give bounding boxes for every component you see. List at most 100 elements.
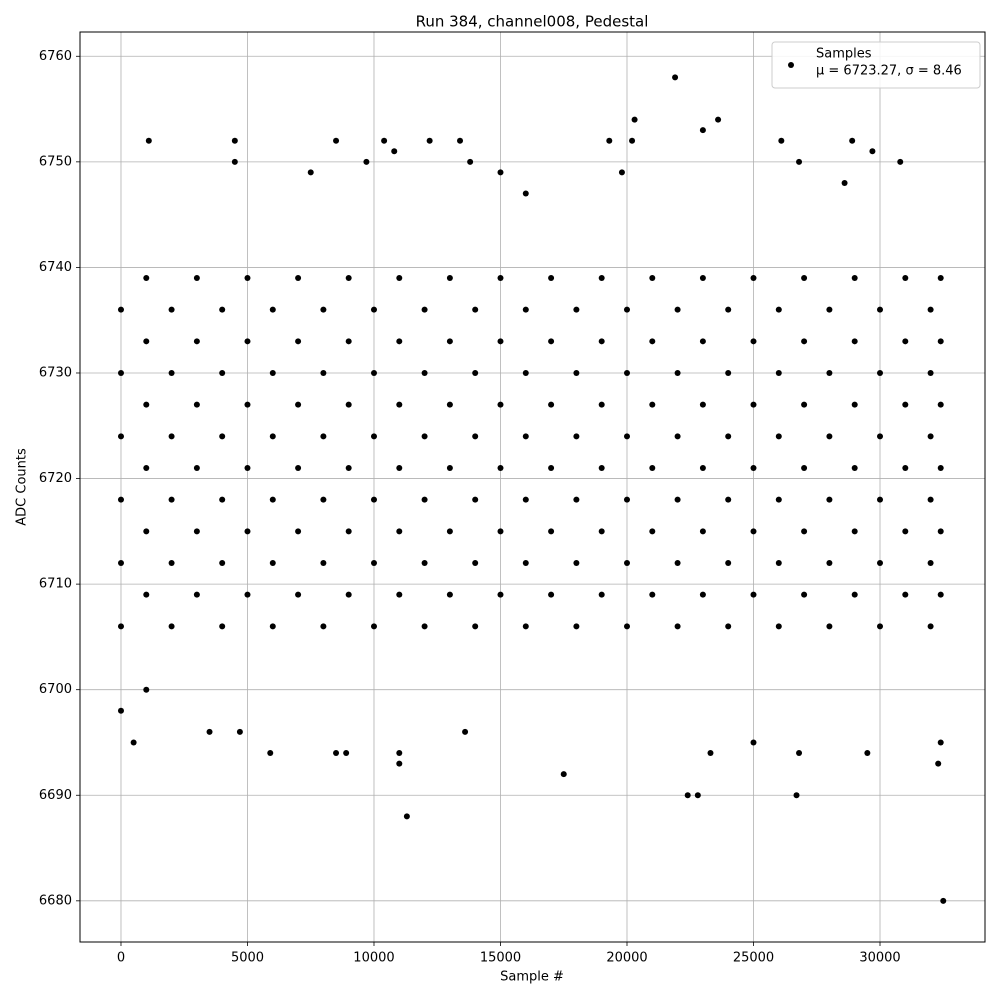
scatter-point xyxy=(725,433,732,440)
scatter-point xyxy=(267,750,274,757)
scatter-point xyxy=(446,338,453,345)
scatter-point xyxy=(877,623,884,630)
scatter-point xyxy=(775,433,782,440)
scatter-point xyxy=(307,169,314,176)
scatter-point xyxy=(168,560,175,567)
scatter-point xyxy=(396,338,403,345)
y-tick-label: 6680 xyxy=(39,893,72,908)
scatter-point xyxy=(699,591,706,598)
scatter-point xyxy=(750,401,757,408)
scatter-point xyxy=(403,813,410,820)
scatter-point xyxy=(193,401,200,408)
scatter-point xyxy=(522,190,529,197)
x-tick-label: 10000 xyxy=(353,951,394,966)
scatter-point xyxy=(320,433,327,440)
scatter-point xyxy=(937,338,944,345)
scatter-point xyxy=(725,560,732,567)
scatter-point xyxy=(244,401,251,408)
plot-frame xyxy=(79,31,986,943)
scatter-point xyxy=(573,306,580,313)
scatter-point xyxy=(497,591,504,598)
scatter-point xyxy=(117,369,124,376)
scatter-point xyxy=(396,528,403,535)
scatter-point xyxy=(219,369,226,376)
scatter-point xyxy=(674,623,681,630)
y-tick-label: 6750 xyxy=(39,154,72,169)
scatter-point xyxy=(391,148,398,155)
scatter-point xyxy=(927,560,934,567)
scatter-point xyxy=(598,401,605,408)
scatter-point xyxy=(219,306,226,313)
y-tick-label: 6710 xyxy=(39,577,72,592)
scatter-point xyxy=(320,369,327,376)
scatter-point xyxy=(497,274,504,281)
scatter-point xyxy=(598,528,605,535)
scatter-point xyxy=(796,158,803,165)
scatter-point xyxy=(168,623,175,630)
legend: Samples μ = 6723.27, σ = 8.46 xyxy=(771,41,981,89)
scatter-point xyxy=(775,496,782,503)
scatter-point xyxy=(902,274,909,281)
scatter-point xyxy=(631,116,638,123)
x-tick-label: 30000 xyxy=(859,951,900,966)
scatter-point xyxy=(548,464,555,471)
scatter-point xyxy=(269,496,276,503)
scatter-point xyxy=(623,623,630,630)
scatter-point xyxy=(244,528,251,535)
y-axis-label: ADC Counts xyxy=(15,448,30,526)
scatter-point xyxy=(497,464,504,471)
scatter-point xyxy=(446,274,453,281)
scatter-point xyxy=(598,464,605,471)
scatter-point xyxy=(707,750,714,757)
chart-title: Run 384, channel008, Pedestal xyxy=(416,13,649,31)
scatter-point xyxy=(897,158,904,165)
scatter-point xyxy=(548,591,555,598)
scatter-point xyxy=(446,528,453,535)
y-tick-label: 6690 xyxy=(39,788,72,803)
scatter-point xyxy=(699,401,706,408)
scatter-point xyxy=(801,591,808,598)
scatter-point xyxy=(877,560,884,567)
scatter-point xyxy=(629,137,636,144)
scatter-point xyxy=(497,169,504,176)
scatter-point xyxy=(295,401,302,408)
scatter-point xyxy=(193,274,200,281)
scatter-point xyxy=(472,433,479,440)
scatter-point xyxy=(674,306,681,313)
x-tick-label: 0 xyxy=(117,951,125,966)
scatter-point xyxy=(750,464,757,471)
scatter-point xyxy=(522,306,529,313)
scatter-point xyxy=(295,274,302,281)
scatter-point xyxy=(725,496,732,503)
scatter-point xyxy=(117,306,124,313)
scatter-point xyxy=(345,464,352,471)
scatter-point xyxy=(902,464,909,471)
scatter-point xyxy=(684,792,691,799)
scatter-point xyxy=(426,137,433,144)
scatter-point xyxy=(649,401,656,408)
scatter-point xyxy=(801,338,808,345)
scatter-point xyxy=(775,306,782,313)
scatter-point xyxy=(219,433,226,440)
scatter-point xyxy=(244,464,251,471)
scatter-point xyxy=(598,274,605,281)
scatter-point xyxy=(446,401,453,408)
scatter-point xyxy=(320,306,327,313)
scatter-point xyxy=(446,591,453,598)
scatter-point xyxy=(295,528,302,535)
scatter-point xyxy=(937,274,944,281)
scatter-point xyxy=(522,433,529,440)
x-tick-label: 25000 xyxy=(733,951,774,966)
scatter-point xyxy=(462,728,469,735)
scatter-point xyxy=(472,623,479,630)
scatter-point xyxy=(623,306,630,313)
scatter-point xyxy=(940,897,947,904)
x-axis-label: Sample # xyxy=(500,970,564,985)
scatter-point xyxy=(497,338,504,345)
scatter-point xyxy=(295,464,302,471)
scatter-point xyxy=(295,338,302,345)
scatter-point xyxy=(826,560,833,567)
scatter-point xyxy=(168,433,175,440)
scatter-point xyxy=(618,169,625,176)
scatter-point xyxy=(826,433,833,440)
